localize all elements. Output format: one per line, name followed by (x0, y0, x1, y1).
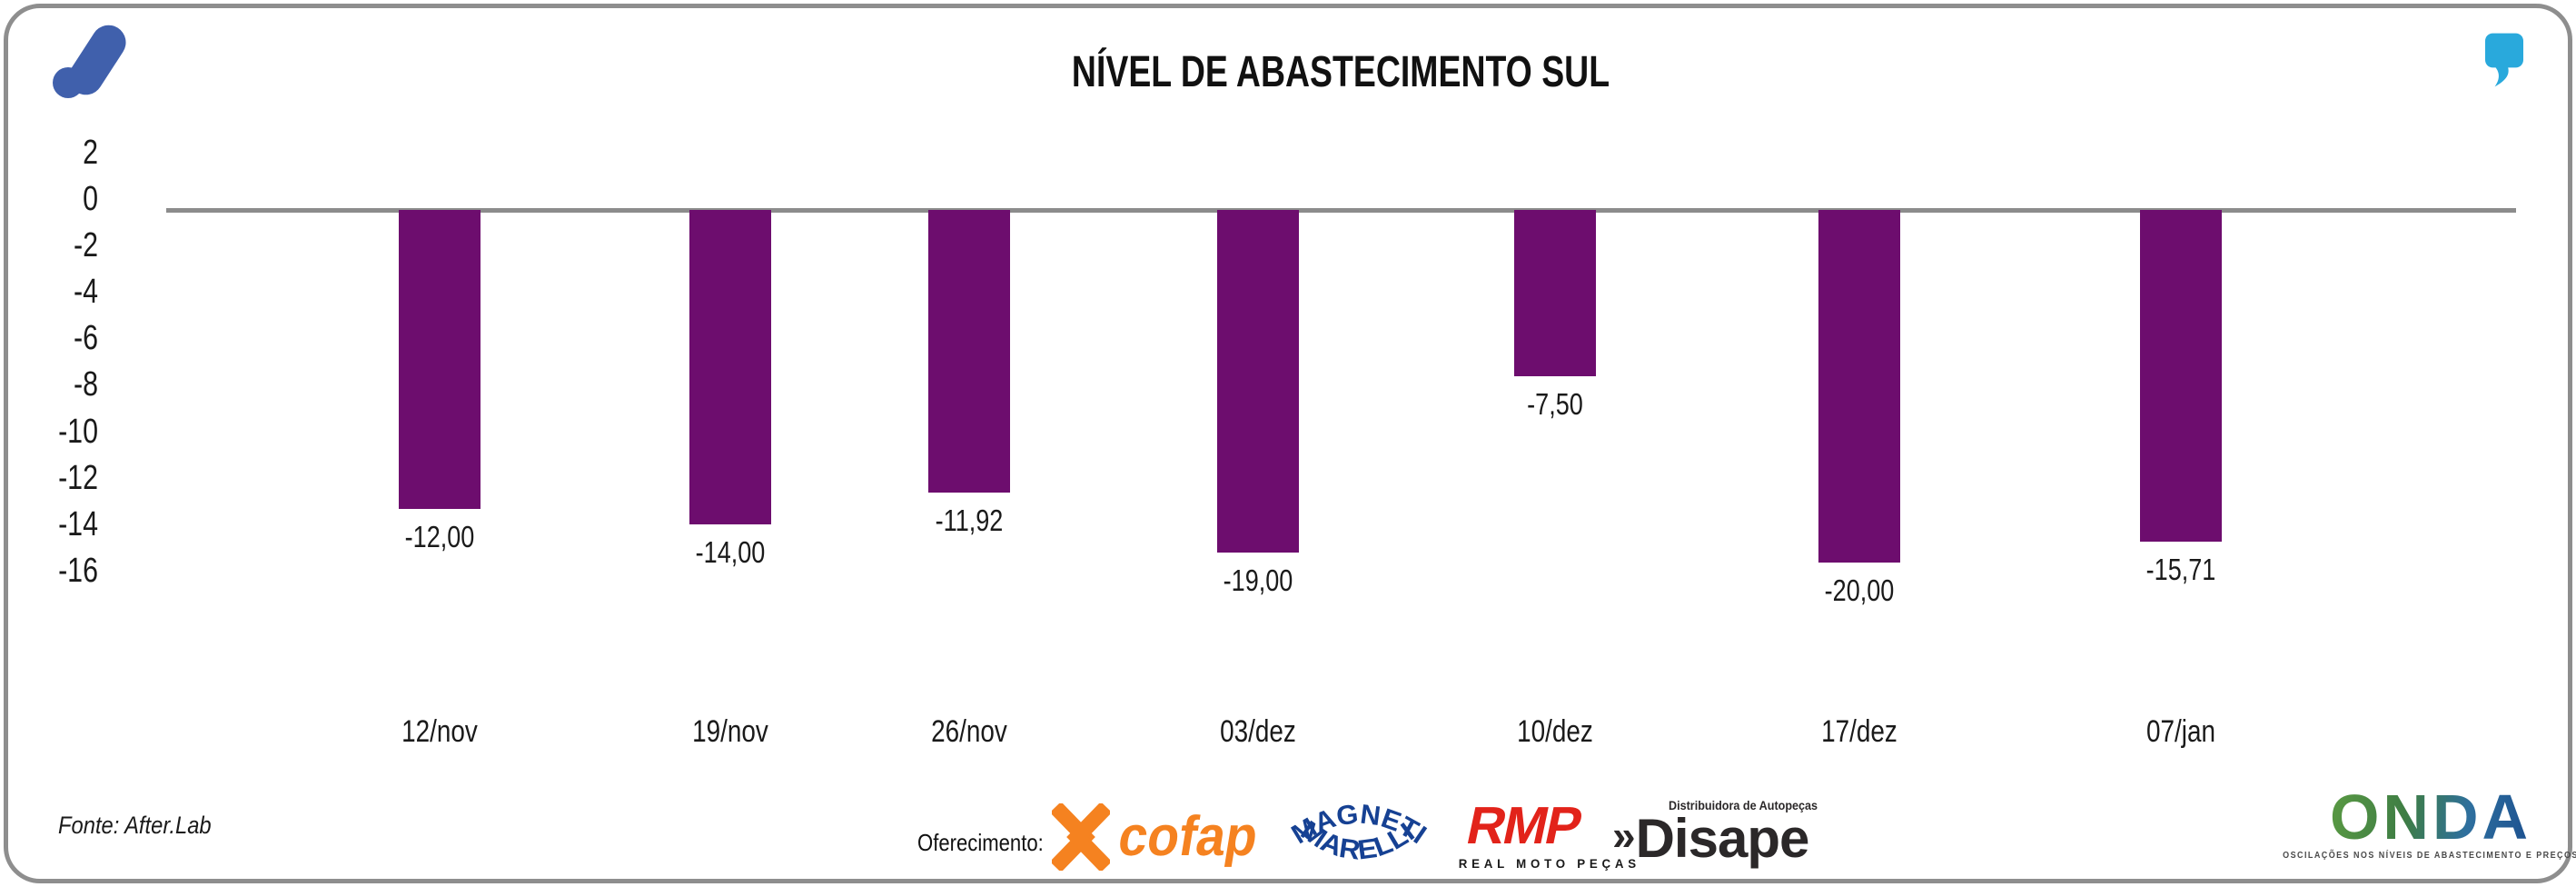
disape-chevrons-icon: » (1612, 812, 1636, 859)
x-tick-19/nov: 19/nov (692, 714, 768, 749)
x-tick-12/nov: 12/nov (401, 714, 478, 749)
bar-12/nov (399, 210, 481, 509)
chart-title: NÍVEL DE ABASTECIMENTO SUL (1071, 48, 1610, 96)
value-label-07/jan: -15,71 (2145, 553, 2216, 586)
cofap-x-icon (1049, 802, 1113, 875)
cofap-logo: cofap (1114, 805, 1263, 868)
y-tick--6: -6 (73, 319, 98, 358)
x-tick-10/dez: 10/dez (1517, 714, 1593, 749)
bar-17/dez (1818, 210, 1900, 563)
value-label-12/nov: -12,00 (404, 520, 475, 553)
source-note: Fonte: After.Lab (58, 812, 212, 839)
onda-tagline: OSCILAÇÕES NOS NÍVEIS DE ABASTECIMENTO E… (2283, 851, 2576, 861)
value-label-26/nov: -11,92 (935, 503, 1004, 537)
rmp-tagline: REAL MOTO PEÇAS (1458, 856, 1640, 871)
magneti-marelli-logo: MAGNETI MARELLI (1286, 799, 1432, 882)
y-tick--14: -14 (58, 504, 98, 543)
bar-10/dez (1514, 210, 1596, 376)
y-tick--4: -4 (73, 273, 98, 312)
sponsor-label: Oferecimento: (917, 829, 1044, 856)
rmp-logo: RMP REAL MOTO PEÇAS (1455, 796, 1640, 871)
value-label-10/dez: -7,50 (1527, 387, 1583, 421)
value-label-17/dez: -20,00 (1824, 573, 1895, 607)
zero-axis-line (166, 208, 2516, 213)
bar-19/nov (689, 210, 771, 524)
disape-wordmark: »Disape (1612, 808, 1809, 869)
quote-icon (2485, 33, 2523, 92)
onda-wordmark: ONDA (2329, 782, 2532, 852)
x-tick-17/dez: 17/dez (1821, 714, 1897, 749)
y-tick-2: 2 (83, 133, 98, 172)
disape-tagline: Distribuidora de Autopeças (1669, 798, 1818, 812)
y-tick--8: -8 (73, 365, 98, 404)
bar-07/jan (2140, 210, 2222, 542)
value-label-03/dez: -19,00 (1223, 563, 1293, 597)
value-label-19/nov: -14,00 (695, 535, 766, 569)
y-tick-0: 0 (83, 180, 98, 218)
bar-26/nov (928, 210, 1010, 493)
x-tick-07/jan: 07/jan (2146, 714, 2215, 749)
bar-03/dez (1217, 210, 1299, 553)
y-tick--16: -16 (58, 551, 98, 590)
y-tick--10: -10 (58, 412, 98, 451)
x-tick-03/dez: 03/dez (1220, 714, 1296, 749)
x-tick-26/nov: 26/nov (931, 714, 1007, 749)
y-tick--2: -2 (73, 226, 98, 265)
afterlab-logo-dot (53, 67, 84, 98)
y-tick--12: -12 (58, 458, 98, 497)
rmp-wordmark: RMP (1461, 796, 1586, 855)
